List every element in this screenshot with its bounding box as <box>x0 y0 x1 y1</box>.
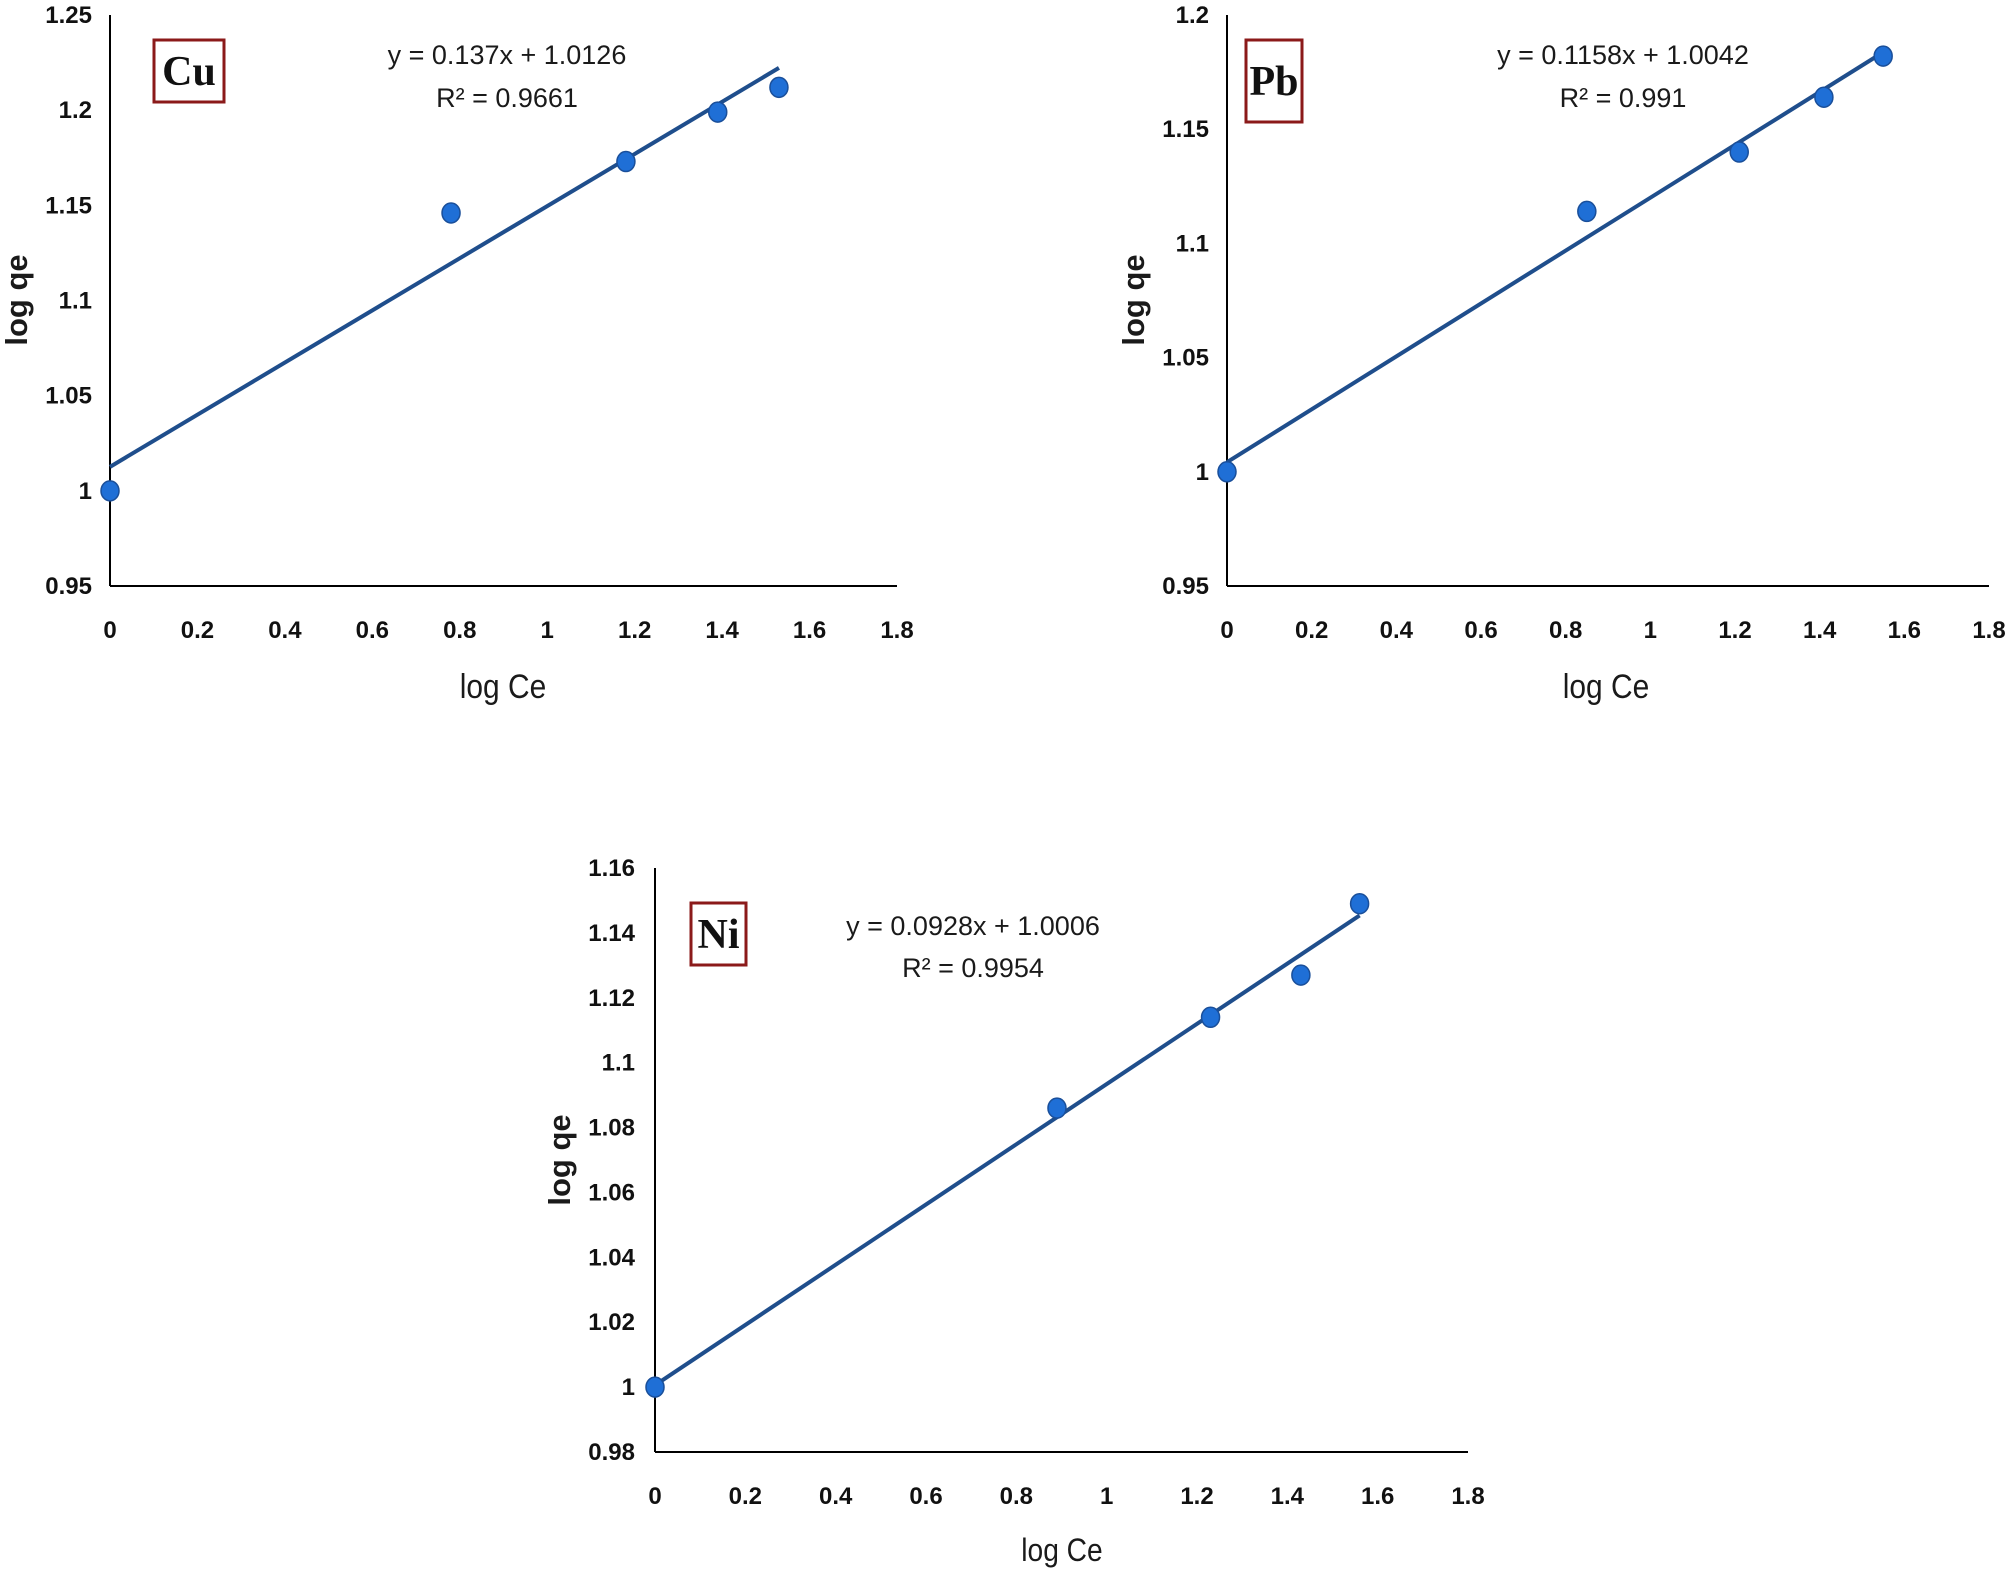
data-point <box>1291 964 1311 986</box>
y-axis-title: log qe <box>0 254 34 345</box>
data-point <box>1047 1097 1067 1119</box>
metal-badge-box <box>152 38 226 104</box>
trendline-equation: y = 0.137x + 1.0126 <box>388 40 627 70</box>
trendline <box>1225 50 1885 464</box>
chart-panel-cu: 0 0.2 0.4 0.6 0.8 1 1.2 1.4 1.6 1.8 0.95 1 1.05 1.1 1.… <box>0 2 914 705</box>
y-tick-label: 0.98 <box>588 1439 635 1466</box>
data-point <box>616 150 636 173</box>
x-tick-label: 0.4 <box>1380 617 1414 644</box>
x-axis-title: log Ce <box>460 667 546 705</box>
r-squared-label: R² = 0.991 <box>1560 83 1687 113</box>
x-tick-label: 0.2 <box>729 1483 762 1510</box>
data-point <box>645 1376 665 1398</box>
x-tick-label: 1.4 <box>1271 1483 1305 1510</box>
y-tick-label: 1 <box>1196 459 1209 486</box>
y-tick-label: 1 <box>622 1374 635 1401</box>
data-point <box>1873 45 1893 67</box>
metal-badge-box <box>1244 38 1304 124</box>
data-point <box>1200 1006 1221 1028</box>
y-tick-label: 1.15 <box>1162 116 1209 143</box>
y-tick-label: 1 <box>79 478 92 505</box>
data-point <box>1577 200 1597 223</box>
y-tick-label: 1.02 <box>588 1309 635 1336</box>
chart-panel-pb: 0 0.2 0.4 0.6 0.8 1 1.2 1.4 1.6 1.8 0.95 1 1.05 1.1 1.… <box>1116 2 2006 705</box>
x-tick-label: 1.2 <box>1180 1483 1213 1510</box>
x-axis-title: log Ce <box>1021 1533 1102 1568</box>
x-tick-label: 1.2 <box>618 617 651 644</box>
x-axis-title: log Ce <box>1563 667 1649 705</box>
y-tick-label: 1.1 <box>59 288 92 315</box>
y-tick-label: 1.25 <box>45 2 92 29</box>
y-tick-label: 1.08 <box>588 1115 635 1142</box>
metal-badge-label: Pb <box>1249 59 1298 105</box>
y-tick-label: 0.95 <box>1162 573 1209 600</box>
metal-badge-label: Cu <box>162 49 216 95</box>
x-tick-label: 1 <box>1644 617 1657 644</box>
y-tick-label: 1.16 <box>588 855 635 882</box>
data-point <box>1349 892 1370 915</box>
data-point <box>441 202 461 224</box>
x-tick-label: 0 <box>103 617 116 644</box>
metal-badge-box <box>689 901 748 967</box>
x-tick-label: 1.8 <box>1451 1483 1484 1510</box>
x-tick-label: 0.6 <box>1464 617 1497 644</box>
x-tick-label: 1.4 <box>705 617 739 644</box>
y-tick-label: 1.2 <box>59 97 92 124</box>
y-axis-title: log qe <box>1116 254 1151 345</box>
x-tick-label: 1.8 <box>1972 617 2005 644</box>
y-tick-label: 1.1 <box>1176 230 1209 257</box>
y-tick-label: 1.12 <box>588 985 635 1012</box>
x-tick-label: 1 <box>541 617 554 644</box>
r-squared-label: R² = 0.9954 <box>902 953 1044 983</box>
y-tick-label: 1.2 <box>1176 2 1209 29</box>
data-point <box>1814 86 1834 108</box>
trendline-equation: y = 0.0928x + 1.0006 <box>846 911 1100 941</box>
y-tick-label: 1.05 <box>1162 345 1209 372</box>
x-tick-label: 1.8 <box>880 617 913 644</box>
x-tick-label: 1 <box>1100 1483 1113 1510</box>
x-tick-label: 1.2 <box>1718 617 1751 644</box>
y-tick-label: 1.05 <box>45 383 92 410</box>
x-tick-label: 0.6 <box>356 617 389 644</box>
metal-badge-label: Ni <box>698 912 740 958</box>
data-point <box>707 101 728 123</box>
x-tick-label: 0.4 <box>268 617 302 644</box>
r-squared-label: R² = 0.9661 <box>436 83 578 113</box>
x-tick-label: 1.6 <box>1361 1483 1394 1510</box>
data-point <box>769 76 789 99</box>
x-tick-label: 0 <box>648 1483 661 1510</box>
y-tick-label: 1.15 <box>45 192 92 219</box>
x-tick-label: 0.8 <box>1549 617 1582 644</box>
y-axis-title: log qe <box>542 1114 577 1205</box>
x-tick-label: 0.8 <box>443 617 476 644</box>
data-point <box>100 480 120 502</box>
data-point <box>1217 461 1237 483</box>
trendline-equation: y = 0.1158x + 1.0042 <box>1497 40 1749 70</box>
x-tick-label: 0.8 <box>1000 1483 1033 1510</box>
x-tick-label: 1.6 <box>793 617 826 644</box>
trendline <box>653 913 1361 1387</box>
y-tick-label: 0.95 <box>45 573 92 600</box>
y-tick-label: 1.14 <box>588 920 635 947</box>
y-tick-label: 1.04 <box>588 1244 635 1271</box>
y-tick-label: 1.1 <box>602 1050 635 1077</box>
x-tick-label: 1.6 <box>1888 617 1921 644</box>
x-tick-label: 0.6 <box>909 1483 942 1510</box>
chart-panel-ni: 0 0.2 0.4 0.6 0.8 1 1.2 1.4 1.6 1.8 0.98 1 1.02 1.04 1… <box>542 855 1485 1568</box>
x-tick-label: 0.4 <box>819 1483 853 1510</box>
y-tick-label: 1.06 <box>588 1179 635 1206</box>
x-tick-label: 0.2 <box>181 617 214 644</box>
x-tick-label: 0.2 <box>1295 617 1328 644</box>
data-point <box>1729 141 1749 163</box>
x-tick-label: 1.4 <box>1803 617 1837 644</box>
x-tick-label: 0 <box>1220 617 1233 644</box>
trendline <box>108 66 780 469</box>
